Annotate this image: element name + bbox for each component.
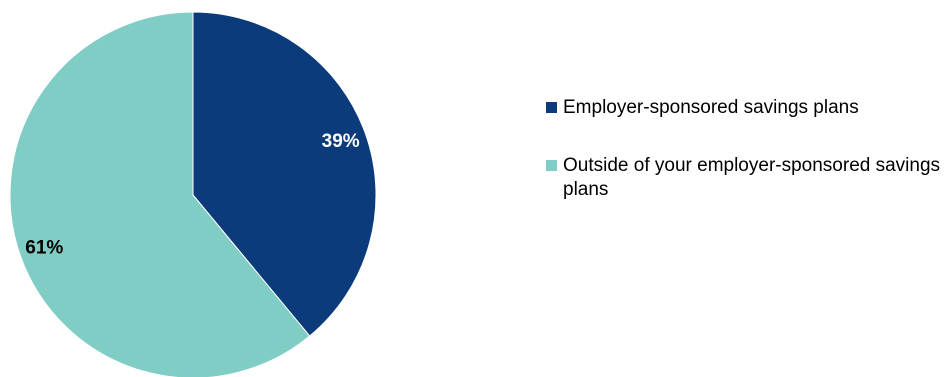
slice-label-outside-employer: 61% <box>25 238 63 259</box>
legend-swatch-outside-employer <box>546 160 557 171</box>
legend-item-employer-sponsored: Employer-sponsored savings plans <box>546 96 946 120</box>
pie-slice-outside-employer <box>9 11 311 377</box>
legend-swatch-employer-sponsored <box>546 102 557 113</box>
legend-label-outside-employer: Outside of your employer-sponsored savin… <box>563 155 941 200</box>
pie-slice-employer-sponsored <box>192 11 377 337</box>
slice-label-employer-sponsored: 39% <box>322 131 360 152</box>
legend: Employer-sponsored savings plans Outside… <box>546 96 946 236</box>
legend-item-outside-employer: Outside of your employer-sponsored savin… <box>546 154 946 202</box>
legend-label-employer-sponsored: Employer-sponsored savings plans <box>563 97 859 118</box>
